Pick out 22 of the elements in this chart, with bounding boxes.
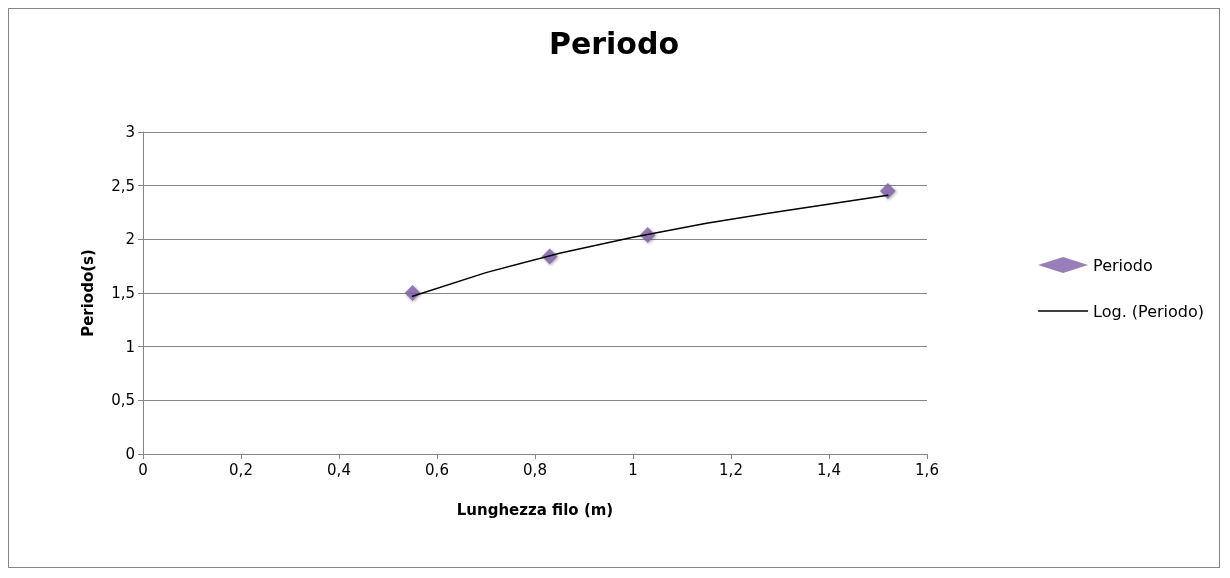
legend-label: Log. (Periodo) — [1093, 301, 1205, 321]
y-tick-label: 1 — [125, 337, 135, 356]
y-axis-title: Periodo(s) — [78, 249, 97, 337]
x-tick-label: 0,4 — [327, 460, 351, 479]
x-tick-label: 1,6 — [915, 460, 939, 479]
x-tick-label: 0,2 — [229, 460, 253, 479]
x-tick-label: 1,4 — [817, 460, 841, 479]
x-tick-label: 0,6 — [425, 460, 449, 479]
legend-label: Periodo — [1093, 255, 1153, 275]
chart-title: Periodo — [548, 25, 680, 61]
x-tick-label: 1 — [628, 460, 638, 479]
y-tick-label: 3 — [125, 123, 135, 141]
y-tick-label: 0,5 — [111, 391, 135, 410]
x-tick-label: 0 — [138, 460, 148, 479]
y-tick-label: 2,5 — [111, 176, 135, 195]
point — [879, 183, 896, 200]
x-axis-title: Lunghezza filo (m) — [456, 500, 614, 519]
y-tick-label: 1,5 — [111, 284, 135, 302]
y-tick-label: 2 — [125, 230, 135, 249]
y-tick-label: 0 — [125, 445, 135, 463]
x-tick-label: 0,8 — [523, 460, 547, 479]
x-tick-label: 1,2 — [719, 460, 743, 479]
